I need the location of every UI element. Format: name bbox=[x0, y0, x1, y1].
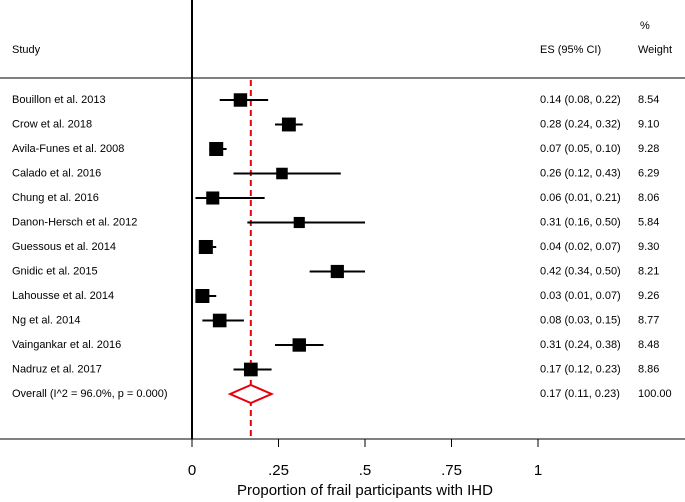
x-tick-label: 0 bbox=[188, 462, 196, 479]
study-label: Gnidic et al. 2015 bbox=[12, 265, 98, 277]
es-box bbox=[281, 117, 296, 132]
es-label: 0.26 (0.12, 0.43) bbox=[540, 167, 621, 179]
es-box bbox=[206, 191, 220, 205]
weight-label: 8.06 bbox=[638, 192, 659, 204]
overall-diamond bbox=[227, 383, 275, 405]
es-label: 0.31 (0.16, 0.50) bbox=[540, 216, 621, 228]
weight-label: 5.84 bbox=[638, 216, 659, 228]
overall-es-label: 0.17 (0.11, 0.23) bbox=[540, 388, 620, 400]
study-label: Guessous et al. 2014 bbox=[12, 241, 116, 253]
study-label: Lahousse et al. 2014 bbox=[12, 290, 114, 302]
es-box bbox=[293, 216, 305, 229]
weight-label: 9.10 bbox=[638, 118, 659, 130]
x-tick-label: 1 bbox=[534, 462, 542, 479]
es-box bbox=[209, 141, 224, 157]
es-label: 0.14 (0.08, 0.22) bbox=[540, 94, 621, 106]
es-label: 0.04 (0.02, 0.07) bbox=[540, 241, 621, 253]
study-label: Ng et al. 2014 bbox=[12, 314, 81, 326]
x-axis-title: Proportion of frail participants with IH… bbox=[237, 482, 493, 499]
weight-header: Weight bbox=[638, 44, 672, 56]
es-header: ES (95% CI) bbox=[540, 44, 601, 56]
es-box bbox=[233, 93, 248, 107]
study-label: Calado et al. 2016 bbox=[12, 167, 101, 179]
study-header: Study bbox=[12, 44, 41, 56]
overall-label: Overall (I^2 = 96.0%, p = 0.000) bbox=[12, 388, 168, 400]
weight-header-top: % bbox=[640, 20, 650, 32]
es-box bbox=[212, 313, 227, 328]
weight-label: 8.54 bbox=[638, 94, 659, 106]
x-tick-label: .75 bbox=[441, 462, 462, 479]
study-label: Chung et al. 2016 bbox=[12, 192, 99, 204]
es-box bbox=[276, 167, 288, 180]
weight-label: 6.29 bbox=[638, 167, 659, 179]
es-box bbox=[292, 338, 306, 352]
es-box bbox=[243, 362, 258, 377]
overall-weight-label: 100.00 bbox=[638, 388, 672, 400]
x-tick-label: .25 bbox=[268, 462, 289, 479]
study-label: Avila-Funes et al. 2008 bbox=[12, 143, 124, 155]
es-label: 0.42 (0.34, 0.50) bbox=[540, 265, 621, 277]
weight-label: 9.28 bbox=[638, 143, 659, 155]
es-label: 0.08 (0.03, 0.15) bbox=[540, 314, 621, 326]
study-label: Nadruz et al. 2017 bbox=[12, 363, 102, 375]
weight-label: 8.77 bbox=[638, 314, 659, 326]
weight-label: 9.30 bbox=[638, 241, 659, 253]
es-label: 0.06 (0.01, 0.21) bbox=[540, 192, 621, 204]
es-label: 0.28 (0.24, 0.32) bbox=[540, 118, 621, 130]
es-label: 0.17 (0.12, 0.23) bbox=[540, 363, 621, 375]
study-label: Crow et al. 2018 bbox=[12, 118, 92, 130]
weight-label: 8.48 bbox=[638, 339, 659, 351]
study-label: Bouillon et al. 2013 bbox=[12, 94, 106, 106]
es-box bbox=[195, 289, 210, 303]
es-label: 0.31 (0.24, 0.38) bbox=[540, 339, 621, 351]
weight-label: 8.86 bbox=[638, 363, 659, 375]
study-label: Danon-Hersch et al. 2012 bbox=[12, 216, 137, 228]
es-label: 0.07 (0.05, 0.10) bbox=[540, 143, 621, 155]
weight-label: 9.26 bbox=[638, 290, 659, 302]
weight-label: 8.21 bbox=[638, 265, 659, 277]
es-box bbox=[198, 239, 213, 255]
study-label: Vaingankar et al. 2016 bbox=[12, 339, 121, 351]
es-box bbox=[330, 264, 344, 279]
es-label: 0.03 (0.01, 0.07) bbox=[540, 290, 621, 302]
x-tick-label: .5 bbox=[359, 462, 372, 479]
